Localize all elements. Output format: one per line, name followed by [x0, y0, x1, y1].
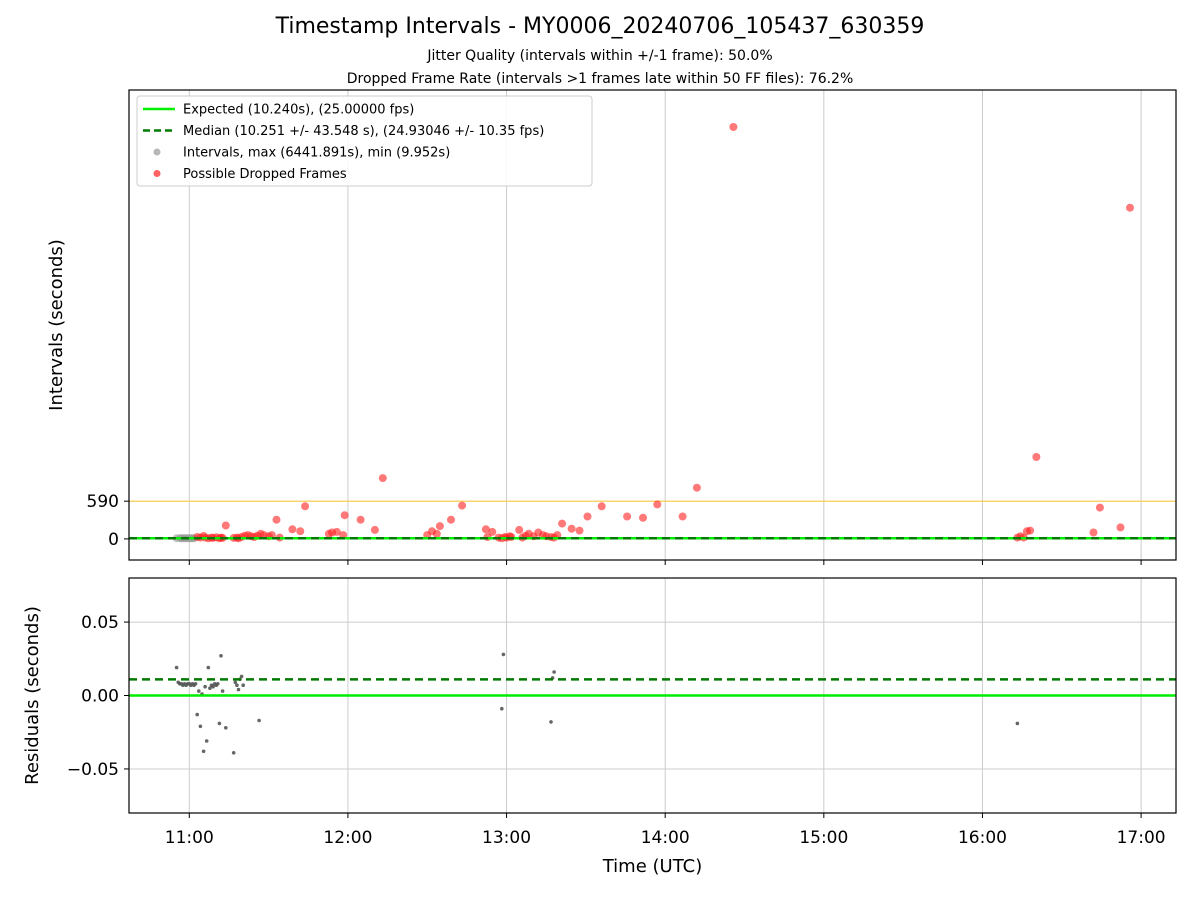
residual-point: [174, 665, 179, 670]
dropped-frame-rate-subtitle: Dropped Frame Rate (intervals >1 frames …: [346, 71, 854, 87]
y-axis-label: Intervals (seconds): [46, 239, 67, 411]
y-tick-label: 0: [108, 530, 119, 550]
legend: Expected (10.240s), (25.00000 fps) Median…: [136, 95, 593, 187]
dropped-frame-point: [639, 513, 647, 522]
residual-point: [203, 684, 207, 689]
y-axis-label: Residuals (seconds): [22, 606, 43, 785]
residual-point: [193, 682, 198, 686]
dropped-frame-point: [301, 502, 310, 511]
legend-label: Intervals, max (6441.891s), min (9.952s): [183, 146, 450, 161]
residual-point: [216, 682, 220, 686]
dropped-frame-point: [678, 512, 687, 521]
dropped-frame-point: [458, 501, 467, 510]
dropped-frame-point: [692, 483, 701, 492]
legend-intervals-swatch: [153, 148, 161, 156]
residual-point: [217, 721, 222, 726]
residual-point: [220, 689, 225, 693]
legend-box: [136, 95, 593, 187]
dropped-frame-point: [1095, 503, 1104, 512]
dropped-frame-point: [288, 525, 297, 534]
y-tick-label: 0.00: [81, 687, 119, 707]
dropped-frame-point: [1089, 528, 1098, 537]
dropped-frame-point: [1026, 526, 1035, 535]
dropped-frame-point: [623, 512, 632, 521]
residual-point: [231, 751, 236, 755]
y-tick-label: −0.05: [67, 760, 119, 780]
dropped-frame-point: [356, 515, 365, 524]
dropped-frame-point: [575, 526, 584, 535]
y-tick-label: 590: [87, 492, 119, 512]
residual-point: [236, 687, 241, 692]
residual-point: [501, 652, 506, 657]
residual-point: [500, 706, 504, 711]
intervals-panel: 0 590 Intervals (seconds) Expected (10.240s…: [46, 89, 1177, 565]
dropped-frame-point: [515, 525, 524, 534]
x-tick-label: 12:00: [323, 828, 372, 848]
x-tick-label: 14:00: [641, 828, 690, 848]
dropped-frame-point: [1032, 453, 1041, 461]
x-axis-label: Time (UTC): [602, 856, 703, 877]
dropped-frame-point: [435, 522, 444, 531]
dropped-frame-point: [729, 123, 738, 131]
residual-point: [552, 670, 556, 674]
dropped-frame-point: [378, 474, 387, 483]
residual-point: [204, 739, 209, 743]
residuals-panel: 11:00 12:00 13:00 14:00 15:00 16:00 17:00 0.05 0…: [22, 577, 1177, 877]
dropped-frame-point: [332, 527, 341, 536]
residual-point: [197, 689, 201, 693]
residual-point: [239, 674, 244, 679]
residual-point: [233, 680, 238, 685]
dropped-frame-point: [567, 524, 576, 533]
jitter-quality-subtitle: Jitter Quality (intervals within +/-1 fr…: [427, 48, 773, 64]
dropped-frame-point: [488, 527, 497, 536]
dropped-frame-point: [1116, 523, 1125, 532]
dropped-frame-point: [272, 515, 281, 524]
residual-point: [549, 720, 553, 724]
dropped-frame-point: [653, 500, 662, 509]
residual-point: [195, 712, 199, 717]
dropped-frame-point: [558, 519, 567, 528]
x-tick-label: 13:00: [482, 828, 531, 848]
dropped-frame-point: [221, 521, 230, 530]
chart-title: Timestamp Intervals - MY0006_20240706_10…: [275, 14, 925, 39]
legend-label: Possible Dropped Frames: [183, 167, 347, 182]
residual-point: [208, 686, 212, 690]
legend-label: Expected (10.240s), (25.00000 fps): [183, 103, 414, 118]
legend-label: Median (10.251 +/- 43.548 s), (24.93046 …: [183, 124, 544, 139]
x-tick-label: 11:00: [165, 828, 214, 848]
residual-point: [257, 718, 261, 723]
residual-point: [201, 749, 206, 754]
plot-frame: [128, 89, 1177, 561]
dropped-frame-point: [340, 511, 349, 520]
dropped-frame-point: [296, 527, 305, 536]
residual-point: [1015, 721, 1020, 726]
dropped-frame-point: [1126, 203, 1134, 212]
residual-point: [211, 684, 215, 689]
dropped-frame-point: [481, 525, 490, 534]
x-tick-label: 15:00: [799, 828, 848, 848]
y-tick-label: 0.05: [81, 613, 119, 633]
legend-dropped-swatch: [153, 170, 161, 177]
x-tick-label: 17:00: [1117, 828, 1166, 848]
dropped-frame-point: [583, 512, 592, 521]
dropped-frame-point: [432, 529, 441, 538]
residual-point: [224, 726, 228, 730]
dropped-frame-point: [447, 515, 455, 524]
x-tick-label: 16:00: [958, 828, 1007, 848]
residual-point: [241, 683, 245, 687]
dropped-frame-point: [597, 502, 606, 511]
residual-point: [219, 654, 223, 658]
residual-point: [206, 665, 211, 670]
residual-point: [198, 724, 203, 729]
residual-point: [235, 683, 239, 687]
dropped-frame-point: [370, 525, 379, 534]
